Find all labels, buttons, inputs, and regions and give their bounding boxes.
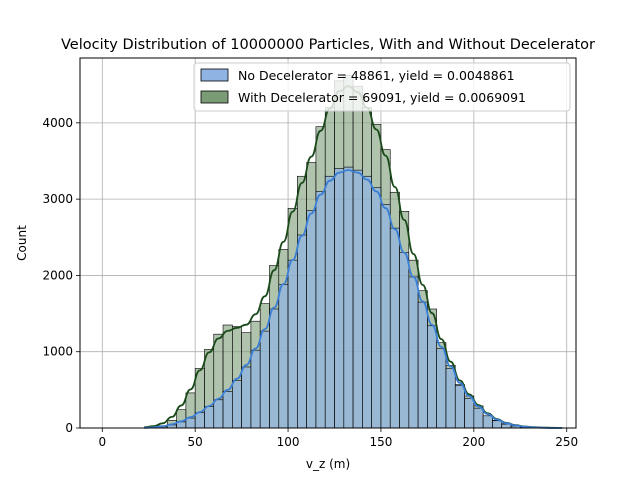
bar-no-decelerator [399, 252, 410, 429]
x-axis-label: v_z (m) [306, 457, 350, 471]
bar-no-decelerator [194, 412, 205, 429]
bar-no-decelerator [232, 380, 242, 429]
bar-no-decelerator [371, 187, 382, 429]
bar-no-decelerator [436, 348, 447, 429]
bar-series-0 [157, 166, 558, 429]
bar-no-decelerator [259, 330, 270, 429]
bar-no-decelerator [241, 366, 252, 429]
y-tick-label: 4000 [42, 116, 73, 130]
y-tick-label: 3000 [42, 192, 73, 206]
legend-swatch-with-decelerator [200, 90, 229, 104]
histogram-bars [139, 75, 568, 429]
legend-box [193, 62, 571, 112]
bar-no-decelerator [287, 259, 298, 429]
x-tick-label: 150 [369, 435, 392, 449]
bar-no-decelerator [222, 391, 233, 429]
x-tick-label: 100 [277, 435, 300, 449]
kde-line-no-decelerator [144, 169, 563, 429]
x-tick-label: 200 [462, 435, 485, 449]
bar-no-decelerator [315, 191, 326, 429]
bar-no-decelerator [297, 234, 307, 429]
bar-no-decelerator [185, 417, 196, 429]
axis-ticks: 0 50 100 150 200 250 0 1000 2000 3000 4000 [42, 116, 578, 449]
bar-no-decelerator [473, 407, 484, 429]
x-tick-label: 50 [188, 435, 203, 449]
bar-no-decelerator [269, 308, 280, 429]
bar-no-decelerator [380, 204, 391, 429]
bar-no-decelerator [334, 168, 345, 429]
plot-frame [79, 57, 577, 429]
y-axis-label: Count [15, 225, 29, 261]
bar-no-decelerator [408, 276, 419, 429]
bar-no-decelerator [454, 384, 465, 429]
bar-no-decelerator [250, 349, 261, 429]
bar-no-decelerator [427, 325, 437, 429]
legend-label-no-decelerator: No Decelerator = 48861, yield = 0.004886… [238, 68, 515, 83]
y-tick-label: 0 [65, 421, 73, 435]
x-tick-label: 0 [98, 435, 106, 449]
x-tick-label: 250 [555, 435, 578, 449]
bar-no-decelerator [482, 415, 493, 429]
bar-no-decelerator [278, 284, 289, 429]
bar-no-decelerator [343, 166, 354, 429]
bar-no-decelerator [445, 368, 456, 429]
bar-no-decelerator [417, 301, 428, 429]
bar-no-decelerator [204, 406, 215, 429]
y-tick-label: 1000 [42, 345, 73, 359]
chart-title: Velocity Distribution of 10000000 Partic… [61, 37, 595, 53]
bar-no-decelerator [492, 420, 502, 429]
bar-no-decelerator [213, 399, 224, 429]
bar-no-decelerator [352, 169, 363, 429]
bar-no-decelerator [389, 227, 400, 429]
legend-swatch-no-decelerator [200, 68, 229, 82]
bar-no-decelerator [306, 210, 317, 429]
legend: No Decelerator = 48861, yield = 0.004886… [193, 62, 571, 112]
legend-label-with-decelerator: With Decelerator = 69091, yield = 0.0069… [238, 90, 526, 105]
bar-no-decelerator [324, 175, 335, 429]
bar-no-decelerator [362, 175, 372, 429]
y-tick-label: 2000 [42, 268, 73, 282]
bar-no-decelerator [464, 397, 475, 429]
